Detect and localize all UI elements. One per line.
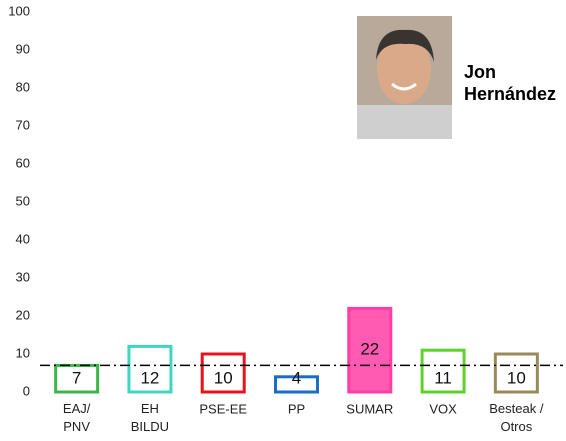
value-label: 12 [140,368,159,387]
x-tick-label: Besteak /Otros [489,401,544,434]
x-tick-label: EAJ/PNV [63,401,91,434]
value-label: 10 [214,368,233,387]
y-tick-label: 40 [16,231,30,246]
value-label: 10 [507,368,526,387]
x-tick-label: SUMAR [346,401,393,416]
y-tick-label: 0 [23,383,30,398]
x-tick-label: VOX [429,401,457,416]
y-tick-label: 60 [16,155,30,170]
y-tick-label: 90 [16,41,30,56]
y-tick-label: 100 [8,3,30,18]
y-tick-label: 70 [16,117,30,132]
y-tick-label: 80 [16,79,30,94]
x-tick-label: PP [288,401,305,416]
value-label: 22 [360,340,379,359]
x-tick-label: PSE-EE [199,401,247,416]
photo [357,16,452,139]
y-tick-label: 30 [16,269,30,284]
y-tick-label: 10 [16,345,30,360]
y-tick-label: 20 [16,307,30,322]
y-tick-label: 50 [16,193,30,208]
value-label: 4 [292,368,301,387]
value-label: 7 [72,368,81,387]
value-label: 11 [434,368,452,387]
chart: 0 10 20 30 40 50 60 70 80 90 100 7 EAJ/PNV 12 EHBILDU 1… [0,0,566,441]
